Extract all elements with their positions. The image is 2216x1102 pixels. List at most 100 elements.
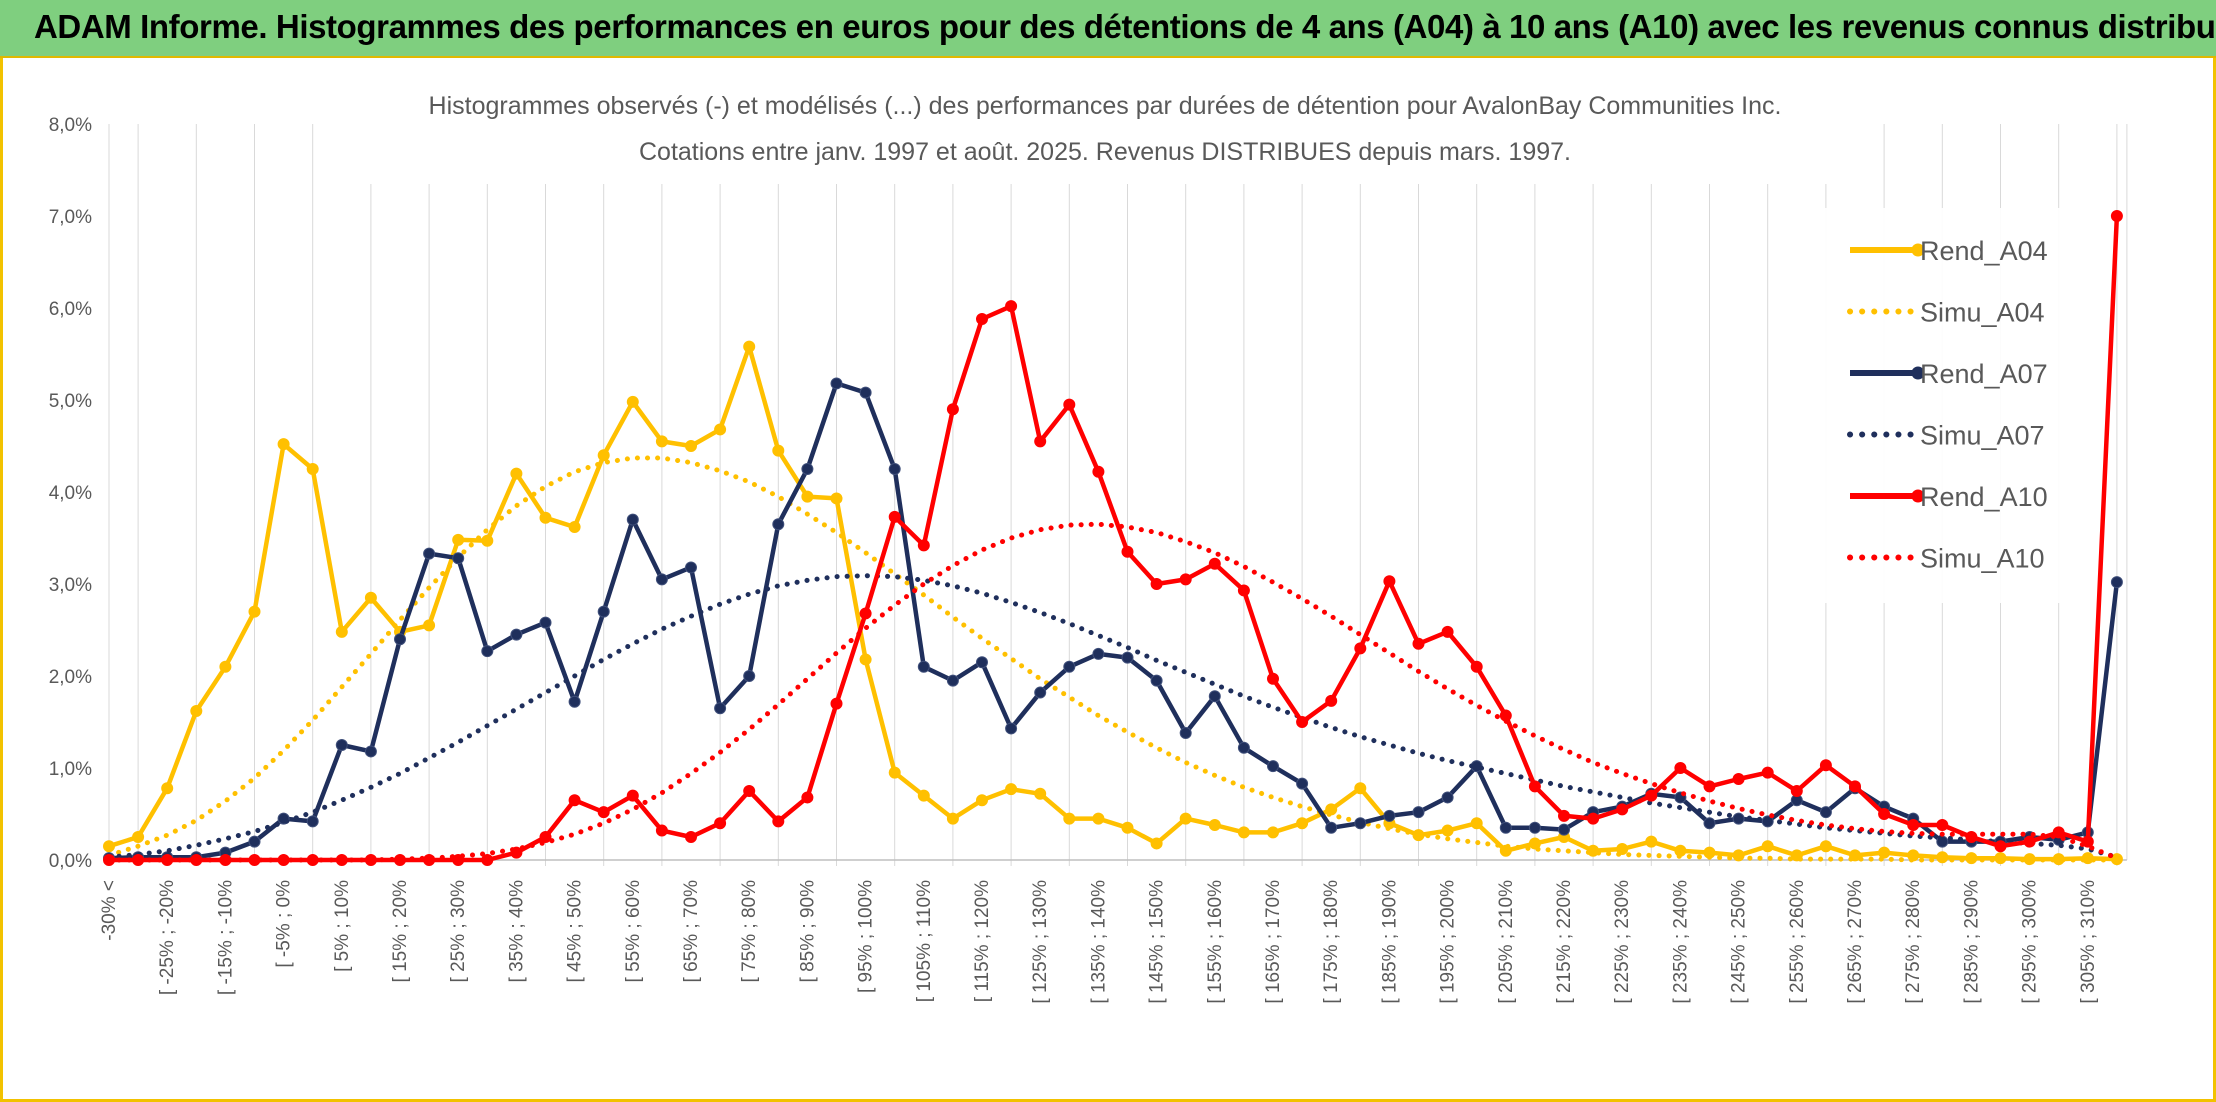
data-point	[568, 794, 581, 807]
x-tick-label: [ 285% ; 290%	[1961, 880, 1982, 1004]
x-tick-label: [ 145% ; 150%	[1147, 880, 1168, 1004]
legend-marker	[1911, 366, 1925, 380]
data-point	[655, 824, 668, 837]
data-point	[1034, 435, 1047, 448]
data-point	[190, 704, 203, 717]
data-point	[2052, 826, 2065, 839]
data-point	[481, 534, 494, 547]
data-point	[1907, 819, 1920, 832]
data-point	[1179, 573, 1192, 586]
data-point	[539, 616, 552, 629]
x-tick-label: [ 125% ; 130%	[1030, 880, 1051, 1004]
data-point	[1441, 625, 1454, 638]
data-point	[655, 435, 668, 448]
series-line	[106, 455, 2120, 863]
x-tick-label: [ 185% ; 190%	[1379, 880, 1400, 1004]
x-tick-label: [ 165% ; 170%	[1263, 880, 1284, 1004]
data-point	[1267, 672, 1279, 685]
data-point	[1325, 821, 1338, 834]
data-point	[103, 840, 115, 853]
data-point	[1354, 642, 1367, 655]
legend-marker	[1911, 243, 1925, 257]
data-point	[1994, 852, 2007, 865]
data-point	[1441, 791, 1454, 804]
data-point	[1645, 835, 1658, 848]
data-point	[685, 831, 697, 843]
y-tick-label: 4,0%	[49, 483, 92, 504]
data-point	[1878, 808, 1891, 820]
data-point	[1092, 812, 1105, 825]
x-tick-label: [ 255% ; 260%	[1787, 880, 1808, 1004]
data-point	[1470, 660, 1483, 673]
data-point	[597, 605, 610, 618]
series-line	[106, 573, 2120, 860]
data-point	[1761, 840, 1774, 853]
data-point	[1208, 690, 1221, 703]
data-point	[1063, 398, 1076, 411]
chart-subtitle: Cotations entre janv. 1997 et août. 2025…	[639, 138, 1571, 166]
data-point	[394, 633, 406, 646]
data-point	[1645, 789, 1658, 802]
legend-label: Rend_A04	[1920, 236, 2048, 266]
y-axis: 0,0% 1,0% 2,0% 3,0% 4,0% 5,0% 6,0% 7,0% 8,0%	[49, 115, 92, 872]
data-point	[1237, 584, 1250, 597]
data-point	[1383, 809, 1396, 822]
data-point	[917, 539, 930, 552]
x-tick-label: [ 115% ; 120%	[972, 880, 993, 1002]
data-point	[626, 513, 639, 526]
y-tick-label: 1,0%	[49, 759, 92, 780]
data-point	[452, 552, 465, 565]
data-point	[277, 438, 290, 451]
x-tick-label: [ 25% ; 30%	[448, 880, 469, 983]
x-tick-label: [ 45% ; 50%	[565, 880, 586, 983]
y-tick-label: 2,0%	[49, 667, 92, 688]
data-point	[1267, 760, 1279, 773]
data-point	[888, 766, 901, 779]
x-tick-label: [ 5% ; 10%	[332, 880, 353, 972]
data-point	[1267, 826, 1279, 839]
data-point	[364, 591, 377, 604]
legend-label: Simu_A10	[1920, 544, 2045, 574]
y-tick-label: 5,0%	[49, 391, 92, 412]
data-point	[481, 645, 494, 658]
legend-label: Simu_A07	[1920, 421, 2045, 451]
data-point	[364, 745, 377, 758]
data-point	[1150, 578, 1163, 590]
data-point	[1819, 806, 1832, 819]
x-tick-label: [ 275% ; 280%	[1903, 880, 1924, 1004]
y-tick-label: 6,0%	[49, 299, 92, 320]
x-tick-label: [ 265% ; 270%	[1845, 880, 1866, 1004]
x-tick-label: [ -5% ; 0%	[274, 880, 295, 968]
data-point	[1703, 817, 1716, 830]
data-point	[568, 695, 581, 708]
data-point	[423, 619, 436, 632]
x-tick-label: [ 225% ; 230%	[1612, 880, 1633, 1004]
data-point	[1703, 780, 1716, 793]
data-point	[1616, 842, 1629, 855]
data-point	[1325, 694, 1338, 707]
x-tick-label: [ 175% ; 180%	[1321, 880, 1342, 1004]
y-tick-label: 7,0%	[49, 207, 92, 228]
data-point	[1849, 780, 1861, 793]
data-point	[946, 674, 959, 687]
title-background	[370, 80, 1840, 184]
data-point	[772, 444, 785, 457]
data-point	[1790, 785, 1803, 797]
data-point	[685, 561, 697, 574]
data-point	[1034, 686, 1047, 699]
histogram-chart: 0,0% 1,0% 2,0% 3,0% 4,0% 5,0% 6,0% 7,0% 8,0% -30…	[49, 80, 2128, 1004]
data-point	[335, 625, 348, 638]
data-point	[626, 789, 639, 802]
data-point	[452, 533, 465, 546]
x-tick-label: [ -15% ; -10%	[215, 880, 236, 995]
data-point	[1761, 766, 1774, 779]
x-tick-label: [ 75% ; 80%	[739, 880, 760, 983]
data-point	[1528, 780, 1541, 793]
data-point	[1558, 809, 1570, 822]
data-point	[743, 670, 756, 682]
data-point	[1296, 777, 1309, 790]
x-tick-label: [ 35% ; 40%	[506, 880, 527, 983]
data-point	[306, 463, 319, 475]
legend-label: Simu_A04	[1920, 298, 2045, 328]
data-point	[801, 490, 814, 503]
